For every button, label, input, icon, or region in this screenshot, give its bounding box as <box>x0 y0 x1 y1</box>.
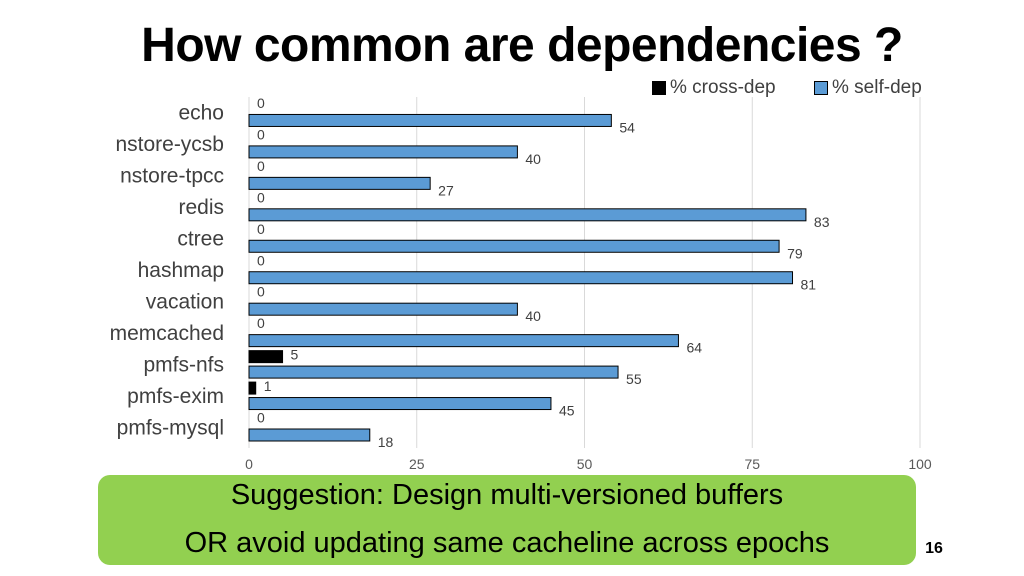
data-label-self-dep: 79 <box>787 245 803 261</box>
data-label-cross-dep: 0 <box>257 158 265 174</box>
legend-swatch-self-dep <box>814 81 828 95</box>
category-label: redis <box>178 196 224 219</box>
legend-self-dep: % self-dep <box>814 77 922 99</box>
data-label-self-dep: 27 <box>438 182 454 198</box>
category-label: nstore-tpcc <box>120 165 224 188</box>
legend-swatch-cross-dep <box>652 81 666 95</box>
bar-self-dep <box>248 397 552 411</box>
x-tick-label: 0 <box>245 456 253 472</box>
bar-self-dep <box>248 365 619 379</box>
bar-cross-dep <box>248 350 284 364</box>
bar-self-dep <box>248 176 431 190</box>
data-label-self-dep: 40 <box>525 151 541 167</box>
data-label-cross-dep: 0 <box>257 126 265 142</box>
x-tick-label: 100 <box>908 456 932 472</box>
bar-self-dep <box>248 428 371 442</box>
data-label-self-dep: 45 <box>559 403 575 419</box>
callout-line-1: Suggestion: Design multi-versioned buffe… <box>230 479 784 512</box>
page-number: 16 <box>925 540 943 557</box>
legend-label-self-dep: % self-dep <box>832 77 922 98</box>
category-label: vacation <box>146 290 224 313</box>
data-label-self-dep: 81 <box>801 277 817 293</box>
bar-self-dep <box>248 145 518 159</box>
data-label-cross-dep: 1 <box>264 378 272 394</box>
data-label-self-dep: 54 <box>619 119 635 135</box>
bar-self-dep <box>248 271 794 285</box>
x-tick-label: 25 <box>409 456 425 472</box>
data-label-cross-dep: 0 <box>257 221 265 237</box>
data-label-cross-dep: 0 <box>257 252 265 268</box>
data-label-cross-dep: 5 <box>291 347 299 363</box>
category-label: pmfs-nfs <box>143 353 224 376</box>
category-label: pmfs-exim <box>127 385 224 408</box>
category-label: ctree <box>177 228 224 251</box>
data-label-self-dep: 40 <box>525 308 541 324</box>
data-label-self-dep: 18 <box>378 434 394 450</box>
x-tick-label: 50 <box>577 456 593 472</box>
legend-label-cross-dep: % cross-dep <box>670 77 776 98</box>
data-label-cross-dep: 0 <box>257 315 265 331</box>
bar-cross-dep <box>248 381 257 395</box>
bar-self-dep <box>248 334 679 348</box>
suggestion-callout: Suggestion: Design multi-versioned buffe… <box>98 475 916 565</box>
category-label: pmfs-mysql <box>117 416 224 439</box>
legend-cross-dep: % cross-dep <box>652 77 776 99</box>
bar-self-dep <box>248 239 780 253</box>
category-label: nstore-ycsb <box>115 133 224 156</box>
data-label-self-dep: 64 <box>686 340 702 356</box>
category-label: hashmap <box>138 259 224 282</box>
category-label: memcached <box>110 322 224 345</box>
bar-self-dep <box>248 113 612 127</box>
bar-self-dep <box>248 208 807 222</box>
data-label-cross-dep: 0 <box>257 95 265 111</box>
data-label-cross-dep: 0 <box>257 189 265 205</box>
category-label: echo <box>178 102 224 125</box>
data-label-self-dep: 83 <box>814 214 830 230</box>
callout-line-2: OR avoid updating same cacheline across … <box>184 527 830 559</box>
slide-title: How common are dependencies ? <box>141 19 903 72</box>
data-label-cross-dep: 0 <box>257 284 265 300</box>
bar-self-dep <box>248 302 518 316</box>
data-label-cross-dep: 0 <box>257 410 265 426</box>
x-tick-label: 75 <box>744 456 760 472</box>
data-label-self-dep: 55 <box>626 371 642 387</box>
